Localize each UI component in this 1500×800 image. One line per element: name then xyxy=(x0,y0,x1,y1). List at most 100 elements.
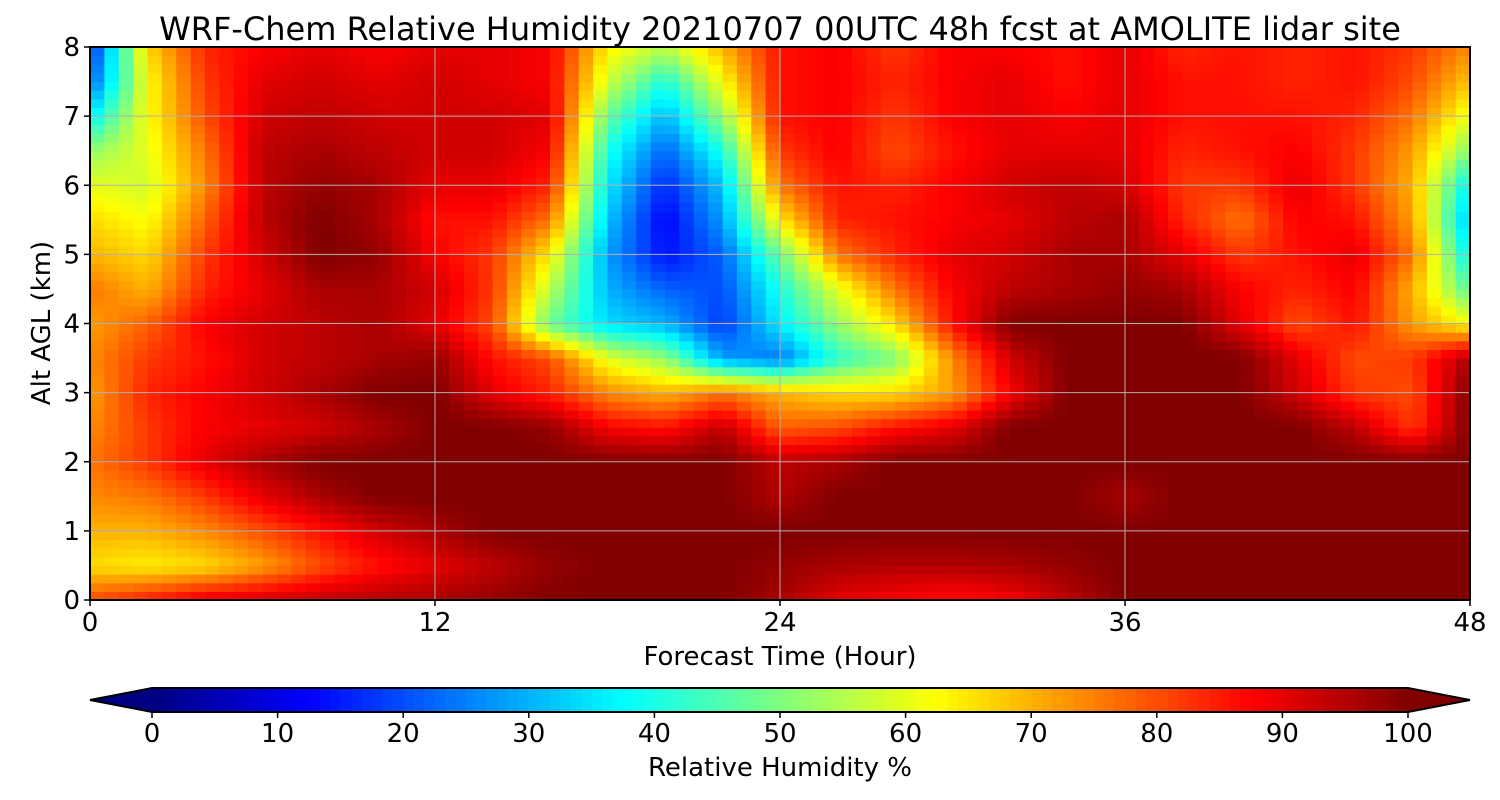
heatmap-cell xyxy=(751,418,767,428)
heatmap-cell xyxy=(851,504,867,515)
heatmap-cell xyxy=(1096,306,1112,316)
heatmap-cell xyxy=(952,358,968,368)
heatmap-cell xyxy=(636,522,652,532)
heatmap-cell xyxy=(564,366,580,376)
heatmap-cell xyxy=(320,340,335,351)
heatmap-cell xyxy=(1010,453,1025,463)
heatmap-cell xyxy=(147,539,163,549)
heatmap-cell xyxy=(794,349,810,359)
heatmap-cell xyxy=(1369,280,1385,290)
heatmap-cell xyxy=(176,288,192,299)
heatmap-cell xyxy=(1383,167,1399,178)
heatmap-cell xyxy=(693,167,709,178)
heatmap-cell xyxy=(176,193,192,204)
heatmap-cell xyxy=(981,479,997,489)
heatmap-cell xyxy=(406,582,422,592)
heatmap-cell xyxy=(1455,306,1471,316)
heatmap-cell xyxy=(1038,263,1054,273)
heatmap-cell xyxy=(1369,211,1385,221)
heatmap-cell xyxy=(1355,211,1370,221)
heatmap-cell xyxy=(1455,167,1471,178)
heatmap-cell xyxy=(363,444,379,454)
heatmap-cell xyxy=(104,375,120,385)
heatmap-cell xyxy=(636,556,652,567)
heatmap-cell xyxy=(276,513,292,523)
heatmap-cell xyxy=(449,522,465,532)
heatmap-cell xyxy=(1053,383,1069,394)
heatmap-cell xyxy=(147,574,163,584)
heatmap-cell xyxy=(1182,487,1198,497)
heatmap-cell xyxy=(1038,487,1054,497)
heatmap-cell xyxy=(377,254,393,264)
heatmap-cell xyxy=(190,288,206,299)
heatmap-cell xyxy=(348,479,364,489)
heatmap-cell xyxy=(895,487,910,497)
heatmap-cell xyxy=(463,228,479,238)
heatmap-cell xyxy=(794,202,810,212)
heatmap-cell xyxy=(1441,323,1457,333)
heatmap-cell xyxy=(607,556,623,567)
heatmap-cell xyxy=(406,228,422,238)
heatmap-cell xyxy=(377,245,393,255)
heatmap-cell xyxy=(1340,306,1356,316)
heatmap-cell xyxy=(320,496,335,506)
heatmap-cell xyxy=(435,470,450,480)
heatmap-cell xyxy=(995,479,1011,489)
heatmap-cell xyxy=(995,444,1011,454)
heatmap-cell xyxy=(1168,556,1184,567)
heatmap-cell xyxy=(621,159,637,169)
heatmap-cell xyxy=(722,297,738,307)
heatmap-cell xyxy=(621,340,637,351)
heatmap-cell xyxy=(334,461,350,471)
heatmap-cell xyxy=(1369,470,1385,480)
heatmap-cell xyxy=(621,418,637,428)
heatmap-cell xyxy=(895,444,910,454)
heatmap-cell xyxy=(909,271,925,281)
heatmap-cell xyxy=(1053,332,1069,342)
heatmap-cell xyxy=(219,185,235,195)
heatmap-cell xyxy=(1081,591,1097,601)
heatmap-cell xyxy=(1139,254,1155,264)
heatmap-cell xyxy=(406,453,422,463)
heatmap-cell xyxy=(104,513,120,523)
heatmap-cell xyxy=(1096,479,1112,489)
heatmap-cell xyxy=(219,314,235,325)
heatmap-cell xyxy=(147,211,163,221)
heatmap-cell xyxy=(765,237,781,247)
heatmap-cell xyxy=(506,409,522,420)
heatmap-cell xyxy=(1125,470,1140,480)
heatmap-cell xyxy=(363,539,379,549)
heatmap-cell xyxy=(693,522,709,532)
heatmap-cell xyxy=(1297,245,1313,255)
heatmap-cell xyxy=(161,582,177,592)
heatmap-cell xyxy=(1067,409,1083,420)
heatmap-cell xyxy=(1196,193,1212,204)
heatmap-cell xyxy=(736,522,752,532)
heatmap-cell xyxy=(320,383,335,394)
heatmap-cell xyxy=(334,167,350,178)
heatmap-cell xyxy=(1067,288,1083,299)
heatmap-cell xyxy=(1412,193,1428,204)
heatmap-cell xyxy=(1182,202,1198,212)
heatmap-cell xyxy=(506,582,522,592)
heatmap-cell xyxy=(780,409,795,420)
heatmap-cell xyxy=(650,530,666,541)
heatmap-cell xyxy=(621,427,637,437)
heatmap-cell xyxy=(1268,358,1284,368)
heatmap-cell xyxy=(1182,193,1198,204)
heatmap-cell xyxy=(478,340,494,351)
heatmap-cell xyxy=(823,479,839,489)
heatmap-cell xyxy=(205,219,220,230)
heatmap-cell xyxy=(1426,211,1442,221)
heatmap-cell xyxy=(1268,539,1284,549)
heatmap-cell xyxy=(492,280,508,290)
heatmap-cell xyxy=(851,237,867,247)
heatmap-cell xyxy=(391,254,407,264)
heatmap-cell xyxy=(1067,427,1083,437)
heatmap-cell xyxy=(1240,193,1255,204)
heatmap-cell xyxy=(1053,245,1069,255)
heatmap-cell xyxy=(334,366,350,376)
heatmap-cell xyxy=(1455,591,1471,601)
heatmap-cell xyxy=(1211,496,1227,506)
heatmap-cell xyxy=(334,522,350,532)
